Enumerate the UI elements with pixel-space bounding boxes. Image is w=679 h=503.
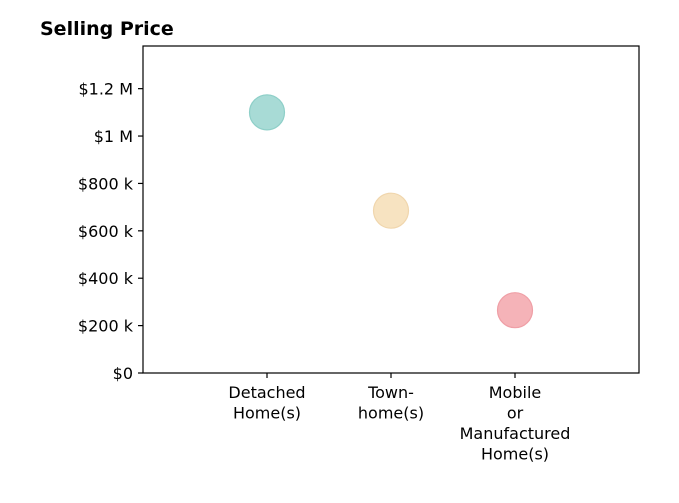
- y-tick-label: $600 k: [78, 222, 134, 241]
- y-tick-label: $1.2 M: [78, 80, 133, 99]
- data-point: [372, 192, 410, 229]
- y-tick-label: $400 k: [78, 269, 134, 288]
- y-tick-label: $0: [113, 364, 133, 383]
- x-tick-label: Town-home(s): [358, 383, 424, 423]
- y-tick-label: $800 k: [78, 174, 134, 193]
- y-axis: $0 $200 k $400 k $600 k $800 k $1 M $1.2 M: [78, 80, 143, 383]
- data-point: [496, 292, 534, 329]
- x-tick-label: Mobile or Manufactured Home(s): [460, 383, 571, 464]
- x-axis: Detached Home(s) Town-home(s) Mobile or Manuf…: [228, 373, 570, 464]
- y-tick-label: $1 M: [94, 127, 133, 146]
- x-tick-label: Detached Home(s): [228, 383, 305, 423]
- chart-markers: [248, 94, 534, 329]
- data-point: [248, 94, 286, 131]
- chart-title: Selling Price: [40, 18, 174, 40]
- y-tick-label: $200 k: [78, 317, 134, 336]
